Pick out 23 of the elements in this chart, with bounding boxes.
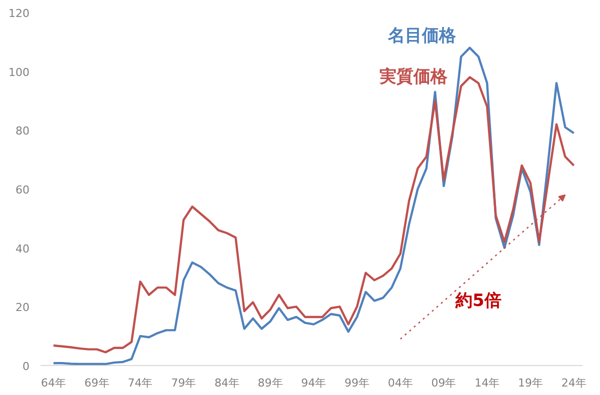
x-tick-label: 89年 bbox=[258, 376, 283, 390]
y-tick-label: 100 bbox=[8, 66, 30, 79]
x-tick-label: 74年 bbox=[128, 376, 153, 390]
annotation: 約5倍 bbox=[454, 290, 502, 311]
x-tick-label: 24年 bbox=[561, 376, 586, 390]
x-tick-label: 69年 bbox=[84, 376, 110, 390]
x-tick-label: 84年 bbox=[214, 376, 240, 390]
x-tick-label: 99年 bbox=[344, 376, 370, 390]
x-tick-label: 14年 bbox=[474, 376, 500, 390]
y-tick-label: 20 bbox=[16, 301, 30, 314]
x-tick-label: 94年 bbox=[301, 376, 326, 390]
y-tick-label: 40 bbox=[16, 242, 30, 256]
y-tick-label: 120 bbox=[8, 7, 30, 20]
y-tick-label: 60 bbox=[16, 184, 30, 196]
x-tick-label: 09年 bbox=[431, 376, 456, 390]
y-tick-label: 80 bbox=[16, 124, 30, 138]
x-tick-label: 79年 bbox=[171, 376, 196, 390]
x-tick-label: 04年 bbox=[388, 376, 413, 390]
series-label: 名目価格 bbox=[387, 26, 458, 46]
x-tick-label: 19年 bbox=[518, 376, 543, 390]
y-tick-label: 0 bbox=[22, 360, 30, 373]
series-label: 実質価格 bbox=[378, 67, 448, 88]
x-tick-label: 64年 bbox=[41, 376, 66, 390]
